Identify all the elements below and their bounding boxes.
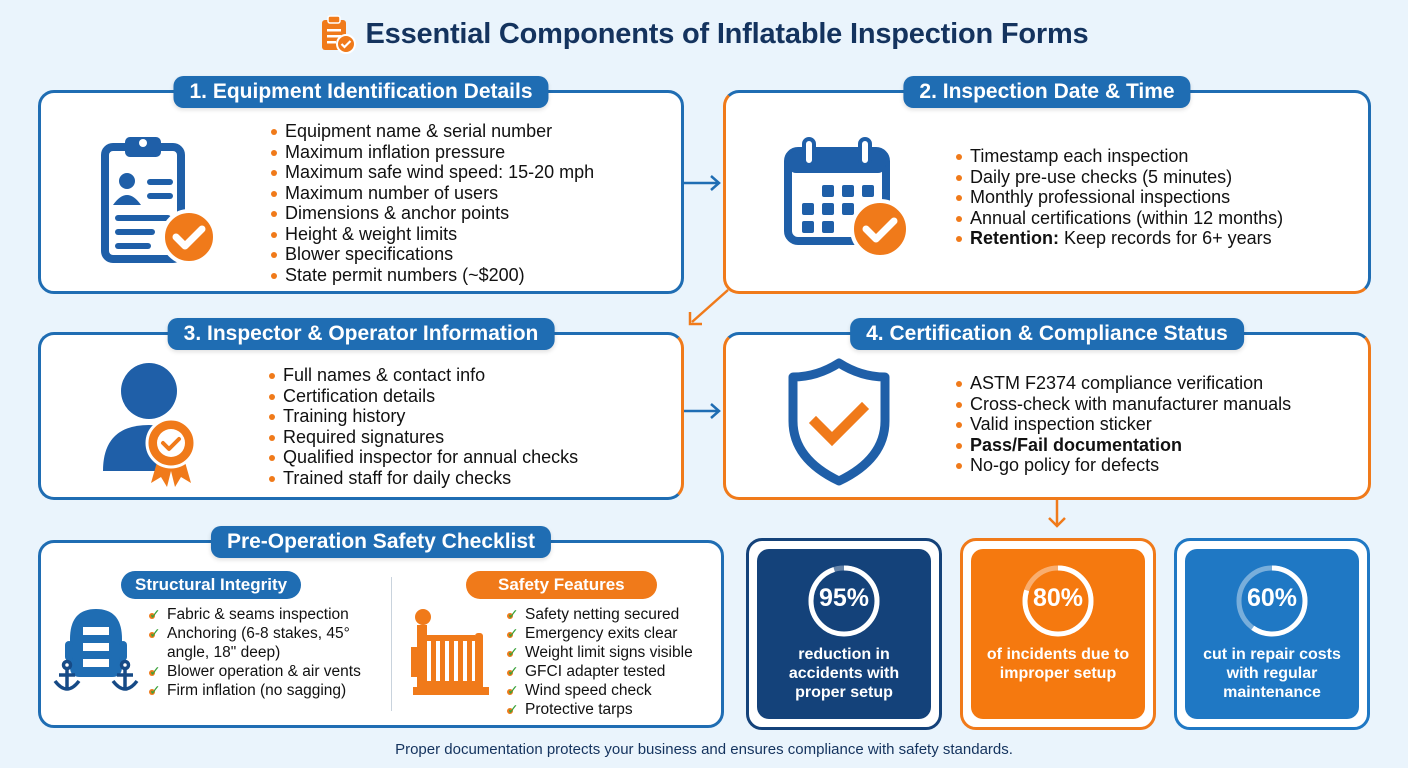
- checklist-item[interactable]: ✓ Emergency exits clear: [507, 624, 693, 643]
- page-title: Essential Components of Inflatable Inspe…: [365, 17, 1089, 50]
- compliance-list: ASTM F2374 compliance verification Cross…: [956, 373, 1291, 476]
- section-inspection-date-time: 2. Inspection Date & Time Timestamp each…: [723, 76, 1371, 294]
- list-item: Training history: [269, 406, 578, 427]
- safety-features-checklist: ✓ Safety netting secured ✓ Emergency exits…: [507, 605, 693, 719]
- list-item: Annual certifications (within 12 months): [956, 208, 1283, 229]
- list-item: Valid inspection sticker: [956, 414, 1291, 435]
- section-title: 1. Equipment Identification Details: [173, 76, 549, 108]
- checklist-item[interactable]: ✓ Blower operation & air vents: [149, 662, 389, 681]
- list-item: Blower specifications: [271, 244, 594, 265]
- inspector-list: Full names & contact info Certification …: [269, 365, 578, 488]
- retention-label: Retention:: [970, 228, 1059, 248]
- clipboard-user-check-icon: [101, 137, 217, 265]
- checklist-item[interactable]: ✓ Fabric & seams inspection: [149, 605, 389, 624]
- list-item: State permit numbers (~$200): [271, 265, 594, 286]
- stat-value: 95%: [818, 584, 870, 612]
- clipboard-check-icon: [321, 15, 356, 54]
- progress-ring: [808, 565, 880, 637]
- list-item: Maximum safe wind speed: 15-20 mph: [271, 162, 594, 183]
- stat-card-repair-costs: 60% cut in repair costs with regular mai…: [1174, 538, 1370, 730]
- section-title: 4. Certification & Compliance Status: [850, 318, 1244, 350]
- check-icon: ✓: [149, 663, 161, 679]
- user-award-icon: [103, 363, 197, 487]
- retention-text: Keep records for 6+ years: [1059, 228, 1272, 248]
- list-item: Maximum inflation pressure: [271, 142, 594, 163]
- inflatable-anchor-icon: [53, 609, 139, 691]
- list-item: Equipment name & serial number: [271, 121, 594, 142]
- section-title: 2. Inspection Date & Time: [903, 76, 1191, 108]
- section-equipment-identification: 1. Equipment Identification Details Equi…: [38, 76, 684, 294]
- checklist-item[interactable]: ✓ Protective tarps: [507, 700, 693, 719]
- stat-value: 60%: [1246, 584, 1298, 612]
- list-item: Pass/Fail documentation: [956, 435, 1291, 456]
- list-item: Certification details: [269, 386, 578, 407]
- safety-features-pill: Safety Features: [466, 571, 657, 599]
- list-item: No-go policy for defects: [956, 455, 1291, 476]
- list-item: Cross-check with manufacturer manuals: [956, 394, 1291, 415]
- inspection-date-list: Timestamp each inspection Daily pre-use …: [956, 146, 1283, 249]
- checklist-item[interactable]: ✓ Safety netting secured: [507, 605, 693, 624]
- check-icon: ✓: [149, 682, 161, 698]
- calendar-check-icon: [784, 137, 910, 259]
- list-item: Full names & contact info: [269, 365, 578, 386]
- list-item: Trained staff for daily checks: [269, 468, 578, 489]
- list-item: Timestamp each inspection: [956, 146, 1283, 167]
- list-item: Monthly professional inspections: [956, 187, 1283, 208]
- list-item: Dimensions & anchor points: [271, 203, 594, 224]
- page-header: Essential Components of Inflatable Inspe…: [0, 14, 1408, 54]
- check-icon: ✓: [507, 625, 519, 641]
- checklist-divider: [391, 577, 392, 711]
- stat-description: cut in repair costs with regular mainten…: [1203, 646, 1341, 701]
- check-icon: ✓: [507, 682, 519, 698]
- check-icon: ✓: [507, 644, 519, 660]
- shield-check-icon: [788, 358, 890, 486]
- structural-integrity-pill: Structural Integrity: [121, 571, 302, 599]
- checklist-item[interactable]: ✓ Firm inflation (no sagging): [149, 681, 389, 700]
- stat-description: reduction in accidents with proper setup: [788, 646, 900, 701]
- progress-ring: [1022, 565, 1094, 637]
- safety-gate-icon: [411, 609, 489, 695]
- checklist-title: Pre-Operation Safety Checklist: [210, 526, 552, 558]
- equipment-list: Equipment name & serial number Maximum i…: [271, 121, 594, 285]
- check-icon: ✓: [149, 625, 161, 641]
- checklist-item[interactable]: ✓ Wind speed check: [507, 681, 693, 700]
- structural-checklist: ✓ Fabric & seams inspection ✓ Anchoring (6…: [149, 605, 389, 700]
- check-icon: ✓: [507, 701, 519, 717]
- stat-description: of incidents due to improper setup: [986, 646, 1130, 682]
- progress-ring: [1236, 565, 1308, 637]
- section-inspector-operator: 3. Inspector & Operator Information Full…: [38, 318, 684, 500]
- checklist-item[interactable]: ✓ GFCI adapter tested: [507, 662, 693, 681]
- section-title: 3. Inspector & Operator Information: [167, 318, 555, 350]
- list-item: Qualified inspector for annual checks: [269, 447, 578, 468]
- section-certification-compliance: 4. Certification & Compliance Status AST…: [723, 318, 1371, 500]
- list-item: Required signatures: [269, 427, 578, 448]
- list-item: ASTM F2374 compliance verification: [956, 373, 1291, 394]
- check-icon: ✓: [507, 606, 519, 622]
- pre-operation-checklist: Pre-Operation Safety Checklist Structura…: [38, 526, 724, 728]
- list-item: Height & weight limits: [271, 224, 594, 245]
- stat-card-accidents: 95% reduction in accidents with proper s…: [746, 538, 942, 730]
- check-icon: ✓: [149, 606, 161, 622]
- list-item: Maximum number of users: [271, 183, 594, 204]
- footer-note: Proper documentation protects your busin…: [395, 741, 1013, 758]
- list-item: Daily pre-use checks (5 minutes): [956, 167, 1283, 188]
- stat-value: 80%: [1032, 584, 1084, 612]
- check-icon: ✓: [507, 663, 519, 679]
- checklist-item[interactable]: ✓ Anchoring (6-8 stakes, 45° angle, 18" d…: [149, 624, 389, 662]
- checklist-item[interactable]: ✓ Weight limit signs visible: [507, 644, 693, 661]
- list-item-retention: Retention: Keep records for 6+ years: [956, 228, 1283, 249]
- stat-card-incidents: 80% of incidents due to improper setup: [960, 538, 1156, 730]
